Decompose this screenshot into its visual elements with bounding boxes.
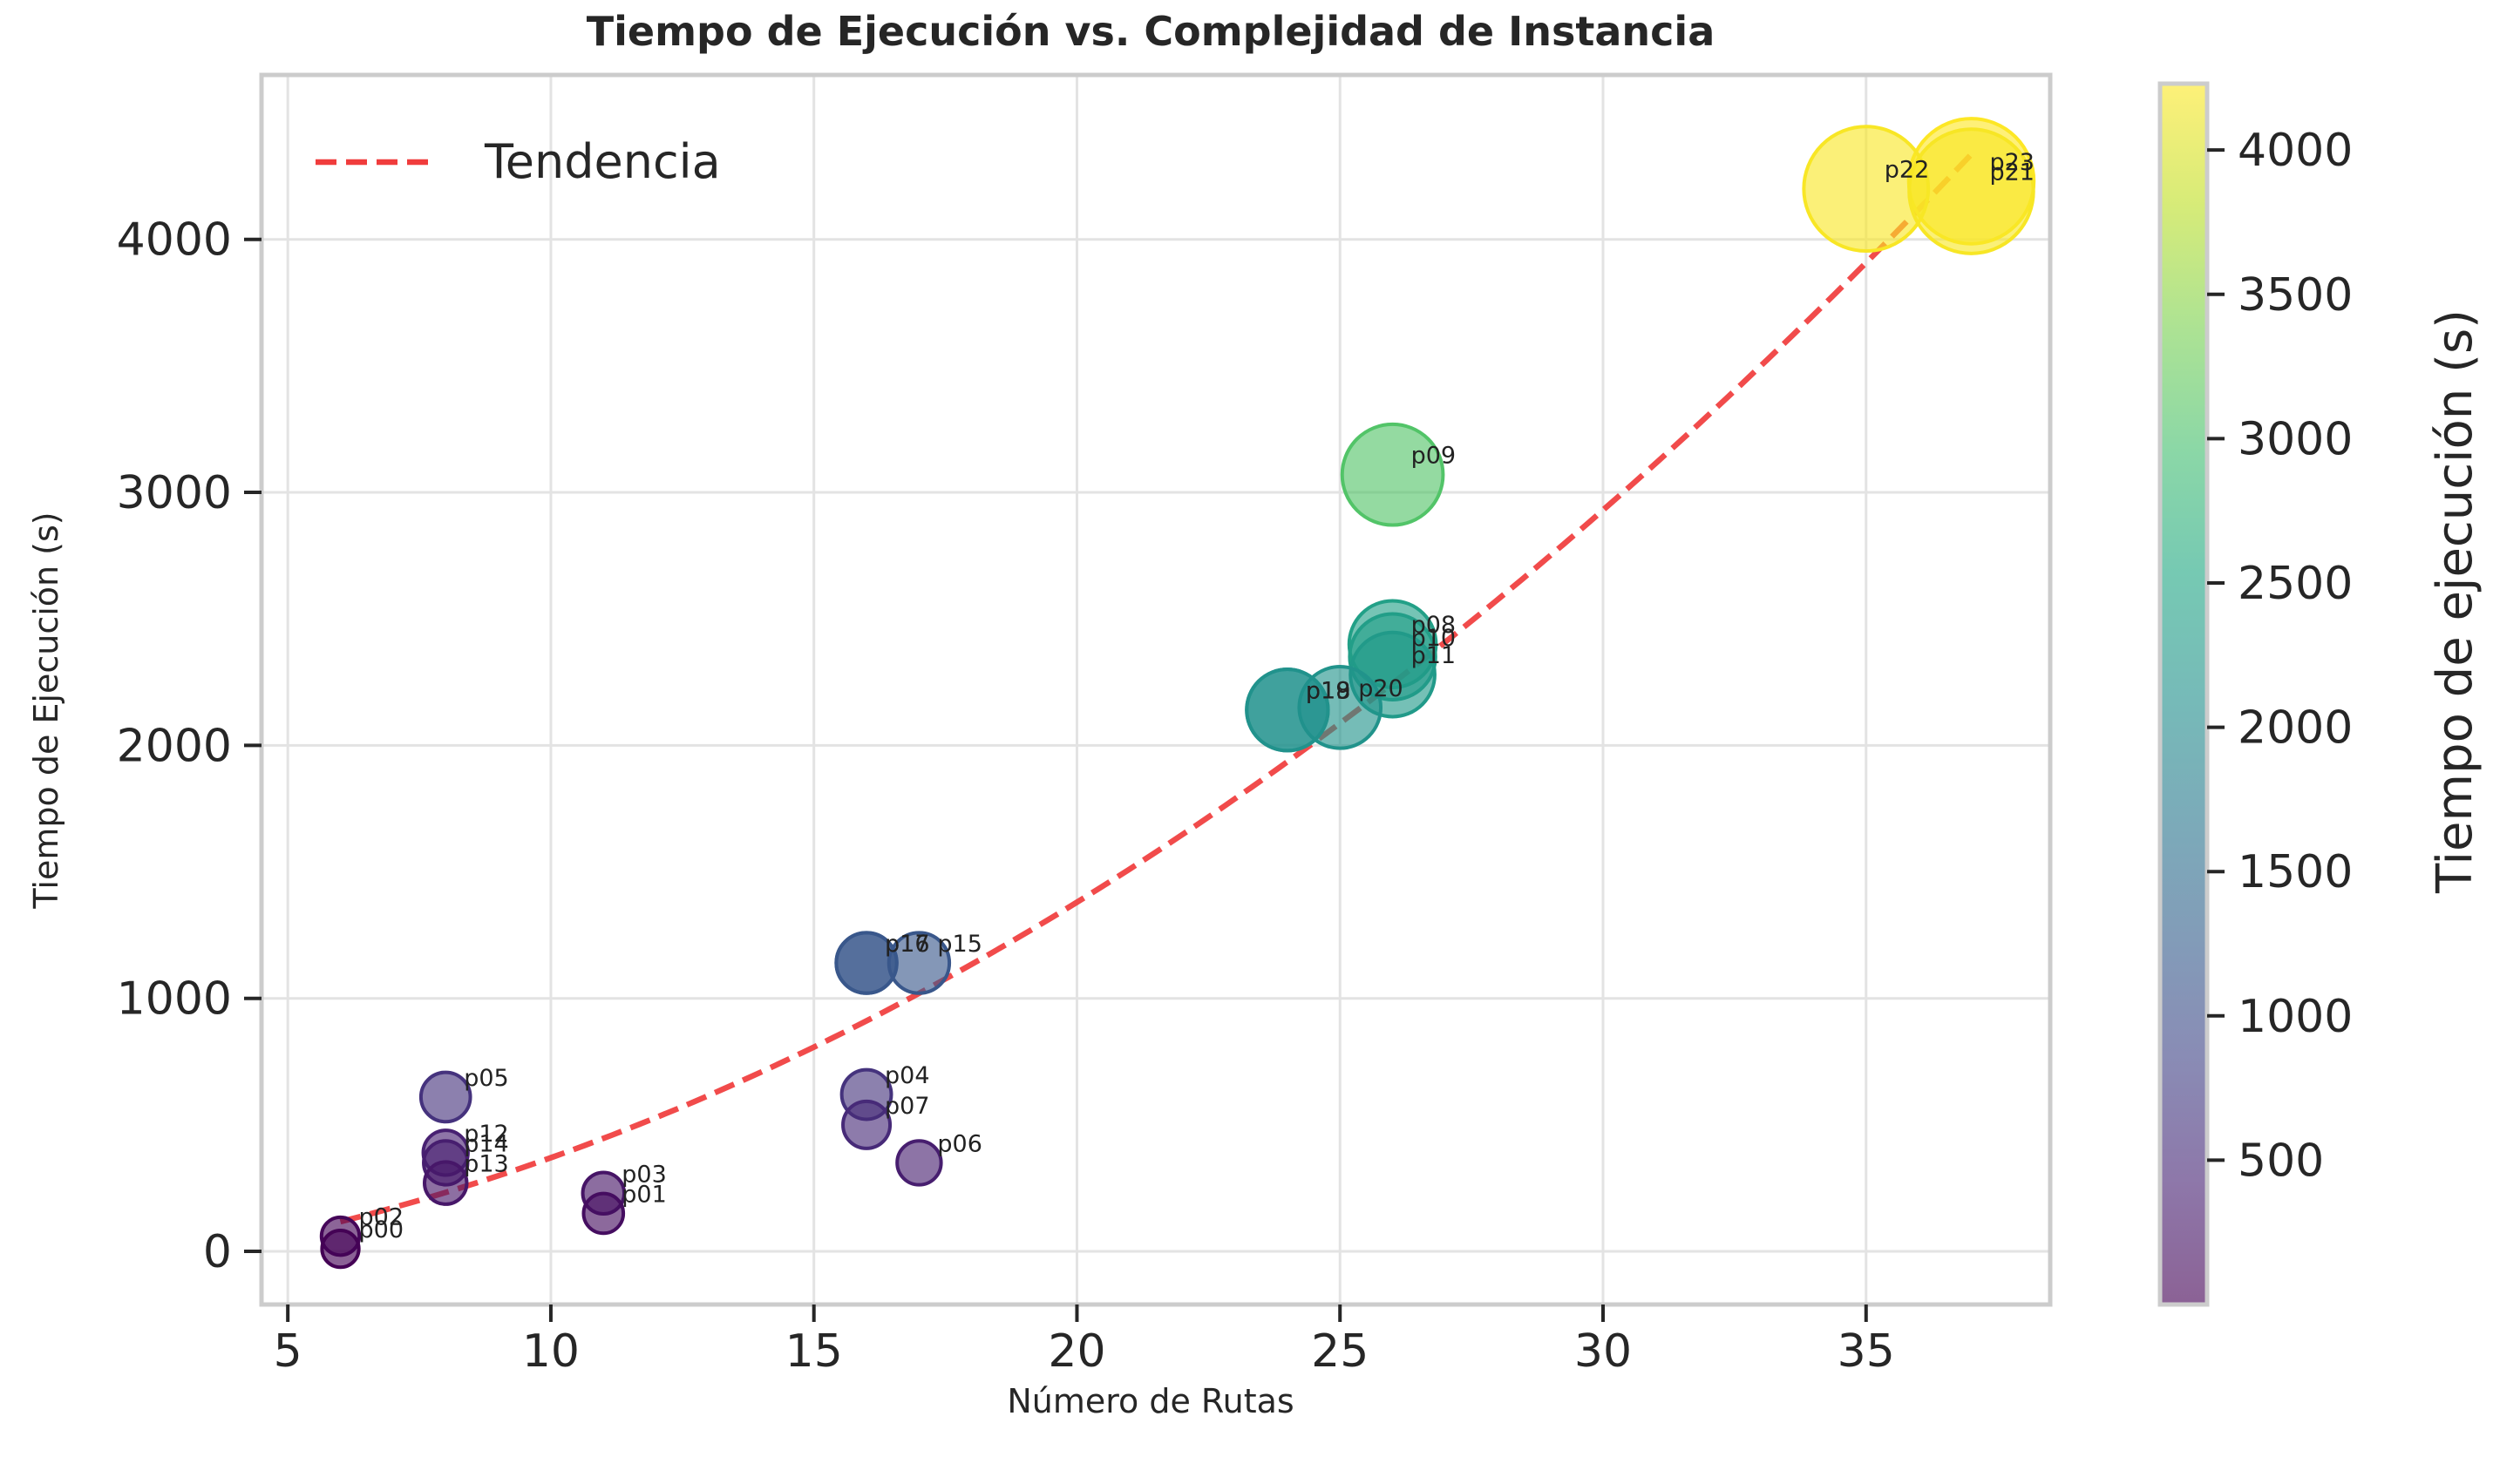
y-tick-label: 4000 [117,214,232,267]
point-label: p23 [1989,149,2035,176]
point-label: p04 [885,1062,930,1089]
chart-title: Tiempo de Ejecución vs. Complejidad de I… [587,8,1715,55]
x-tick-label: 25 [1311,1325,1369,1378]
y-axis-label: Tiempo de Ejecución (s) [27,512,65,909]
colorbar-tick-label: 2500 [2238,558,2353,610]
data-point [320,1229,361,1270]
point-label: p17 [885,931,930,958]
colorbar-tick-label: 3500 [2238,269,2353,322]
point-label: p10 [1411,625,1457,652]
data-point [895,1139,943,1187]
data-point [422,1160,469,1206]
x-tick-label: 20 [1048,1325,1105,1378]
y-tick-label: 0 [203,1226,232,1278]
point-label: p14 [464,1130,509,1157]
point-label: p11 [1411,642,1457,669]
point-label: p20 [1358,675,1403,702]
data-point [841,1099,893,1150]
point-label: p15 [937,931,982,958]
data-point [1340,422,1445,527]
colorbar-tick-label: 3000 [2238,413,2353,465]
point-label: p19 [1306,678,1351,705]
point-label: p05 [464,1065,509,1092]
point-label: p01 [622,1181,667,1208]
point-label: p02 [359,1204,404,1231]
plot-frame [259,72,2053,1307]
colorbar-tick-label: 4000 [2238,125,2353,177]
colorbar-tick-label: 500 [2238,1135,2324,1187]
point-label: p21 [1989,159,2035,186]
legend-label-trend: Tendencia [484,134,721,189]
data-point [1907,127,2035,255]
trend-line [339,152,1974,1225]
point-label: p09 [1411,443,1457,470]
point-label: p18 [1306,678,1351,705]
point-label: p22 [1885,157,1930,184]
data-point [887,931,952,995]
colorbar-label: Tiempo de ejecución (s) [2427,309,2483,894]
x-tick-label: 10 [522,1325,580,1378]
point-label: p08 [1411,612,1457,639]
point-label: p06 [937,1130,982,1157]
y-tick-label: 2000 [117,720,232,772]
point-label: p12 [464,1121,509,1148]
point-label: p16 [885,931,930,958]
x-tick-label: 30 [1574,1325,1632,1378]
x-tick-label: 15 [785,1325,843,1378]
data-point [1245,667,1330,753]
y-tick-label: 1000 [117,973,232,1026]
x-tick-label: 35 [1838,1325,1895,1378]
data-point [418,1070,472,1124]
colorbar-tick-label: 1000 [2238,991,2353,1043]
data-point [581,1191,626,1236]
colorbar-tick-label: 1500 [2238,846,2353,898]
colorbar-tick-label: 2000 [2238,702,2353,755]
colorbar [2157,81,2210,1307]
point-label: p13 [464,1151,509,1178]
point-label: p00 [359,1216,404,1243]
point-label: p07 [885,1093,930,1120]
x-axis-label: Número de Rutas [1007,1382,1294,1420]
point-label: p03 [622,1161,667,1188]
x-tick-label: 5 [274,1325,302,1378]
y-tick-label: 3000 [117,467,232,519]
